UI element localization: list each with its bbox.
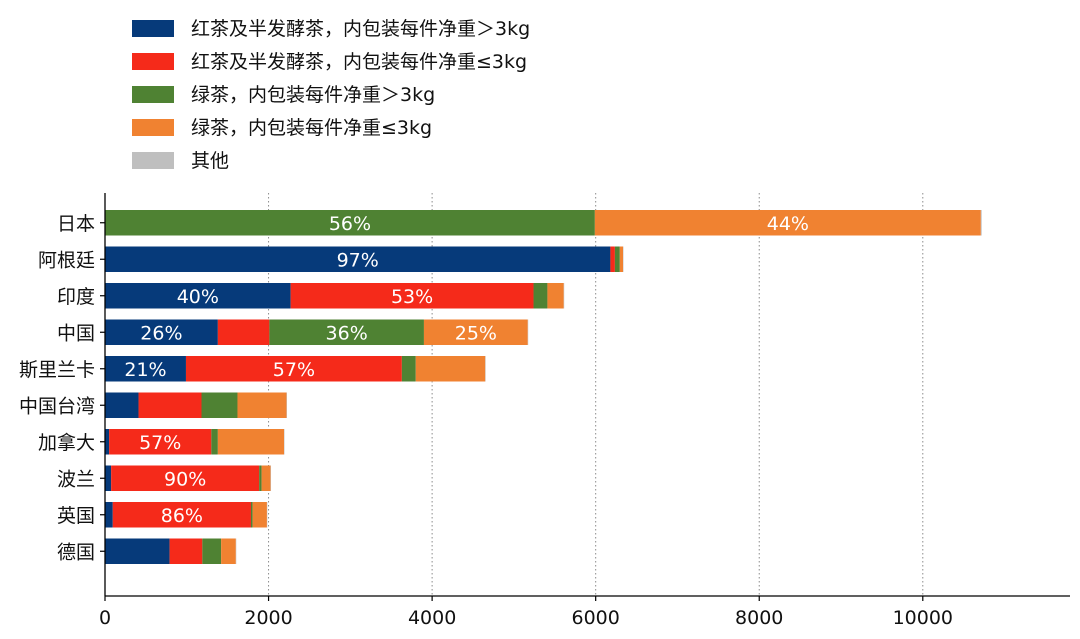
bar-segment <box>221 538 236 564</box>
bar-segment <box>185 356 402 382</box>
x-tick-label: 6000 <box>571 607 619 629</box>
legend-label: 绿茶，内包装每件净重≤3kg <box>191 117 432 139</box>
legend-swatch <box>132 152 174 169</box>
bar-data-label: 44% <box>767 213 809 235</box>
bar-segment <box>261 465 271 491</box>
bar-segment <box>547 283 564 309</box>
x-tick-label: 10000 <box>893 607 953 629</box>
bar-segment <box>105 429 110 455</box>
bar-segment <box>211 429 218 455</box>
bar-segment <box>237 392 287 418</box>
bar-segment <box>401 356 416 382</box>
x-tick-labels: 0 2000 4000 6000 8000 10000 <box>99 607 953 629</box>
bar-segment <box>415 356 486 382</box>
x-tick-label: 8000 <box>735 607 783 629</box>
y-tick-label: 英国 <box>57 505 95 527</box>
bar-segment <box>619 246 624 272</box>
bar-segment <box>290 283 534 309</box>
bar-data-label: 57% <box>273 359 315 381</box>
bar-segment <box>105 538 170 564</box>
y-tick-label: 波兰 <box>57 468 95 490</box>
y-tick-label: 印度 <box>57 286 95 308</box>
bar-segment <box>111 465 260 491</box>
x-tick-label: 0 <box>99 607 111 629</box>
bar-segment <box>109 429 212 455</box>
bar-segment <box>201 392 238 418</box>
bar-segment <box>105 392 139 418</box>
bar-segment <box>259 465 262 491</box>
bar-segment <box>610 246 615 272</box>
y-tick-label: 日本 <box>57 213 95 235</box>
bar-segment <box>252 502 267 528</box>
legend-label: 其他 <box>191 150 229 172</box>
bar-segment <box>105 246 611 272</box>
bar-data-label: 57% <box>139 432 181 454</box>
bar-segment <box>980 210 982 236</box>
bar-segment <box>423 319 528 345</box>
bar-data-label: 97% <box>337 249 379 271</box>
x-tick-label: 4000 <box>408 607 456 629</box>
bar-data-label: 53% <box>391 286 433 308</box>
bar-segment <box>202 538 222 564</box>
bar-segment <box>105 210 595 236</box>
y-tick-label: 中国台湾 <box>19 395 95 417</box>
bar-labels: 56% 44% 97% 40% 53% 26% 36% 25% 21% 57% 57% 90% 86% <box>124 213 809 527</box>
bar-segment <box>112 502 251 528</box>
bar-segment <box>105 283 291 309</box>
bar-segment <box>269 319 424 345</box>
y-tick-label: 阿根廷 <box>38 249 95 271</box>
bar-segment <box>614 246 620 272</box>
bar-segment <box>169 538 203 564</box>
bar-segment <box>138 392 202 418</box>
legend-swatch <box>132 86 174 103</box>
y-tick-label: 加拿大 <box>38 431 95 454</box>
legend-swatch <box>132 53 174 70</box>
bar-data-label: 25% <box>455 322 497 344</box>
bar-data-label: 90% <box>164 468 206 490</box>
bar-segment <box>250 502 253 528</box>
bar-data-label: 40% <box>177 286 219 308</box>
y-tick-label: 中国 <box>57 322 95 344</box>
bar-segment <box>105 465 112 491</box>
x-tick-label: 2000 <box>244 607 292 629</box>
bar-segment <box>105 502 113 528</box>
bar-segment <box>105 319 218 345</box>
y-tick-label: 德国 <box>57 541 95 563</box>
bars <box>105 210 982 564</box>
bar-segment <box>217 319 270 345</box>
bar-data-label: 36% <box>326 322 368 344</box>
legend: 红茶及半发酵茶，内包装每件净重＞3kg 红茶及半发酵茶，内包装每件净重≤3kg 绿茶… <box>132 18 530 172</box>
bar-data-label: 26% <box>140 322 182 344</box>
legend-label: 红茶及半发酵茶，内包装每件净重≤3kg <box>191 51 527 73</box>
bar-data-label: 56% <box>329 213 371 235</box>
legend-label: 绿茶，内包装每件净重＞3kg <box>191 84 435 106</box>
legend-swatch <box>132 119 174 136</box>
bar-segment <box>217 429 285 455</box>
legend-label: 红茶及半发酵茶，内包装每件净重＞3kg <box>191 18 530 40</box>
axes <box>100 193 1070 601</box>
bar-segment <box>533 283 548 309</box>
bar-data-label: 21% <box>124 359 166 381</box>
y-tick-label: 斯里兰卡 <box>19 359 95 381</box>
bar-data-label: 86% <box>161 505 203 527</box>
bar-segment <box>105 356 186 382</box>
bar-segment <box>594 210 981 236</box>
legend-swatch <box>132 20 174 37</box>
